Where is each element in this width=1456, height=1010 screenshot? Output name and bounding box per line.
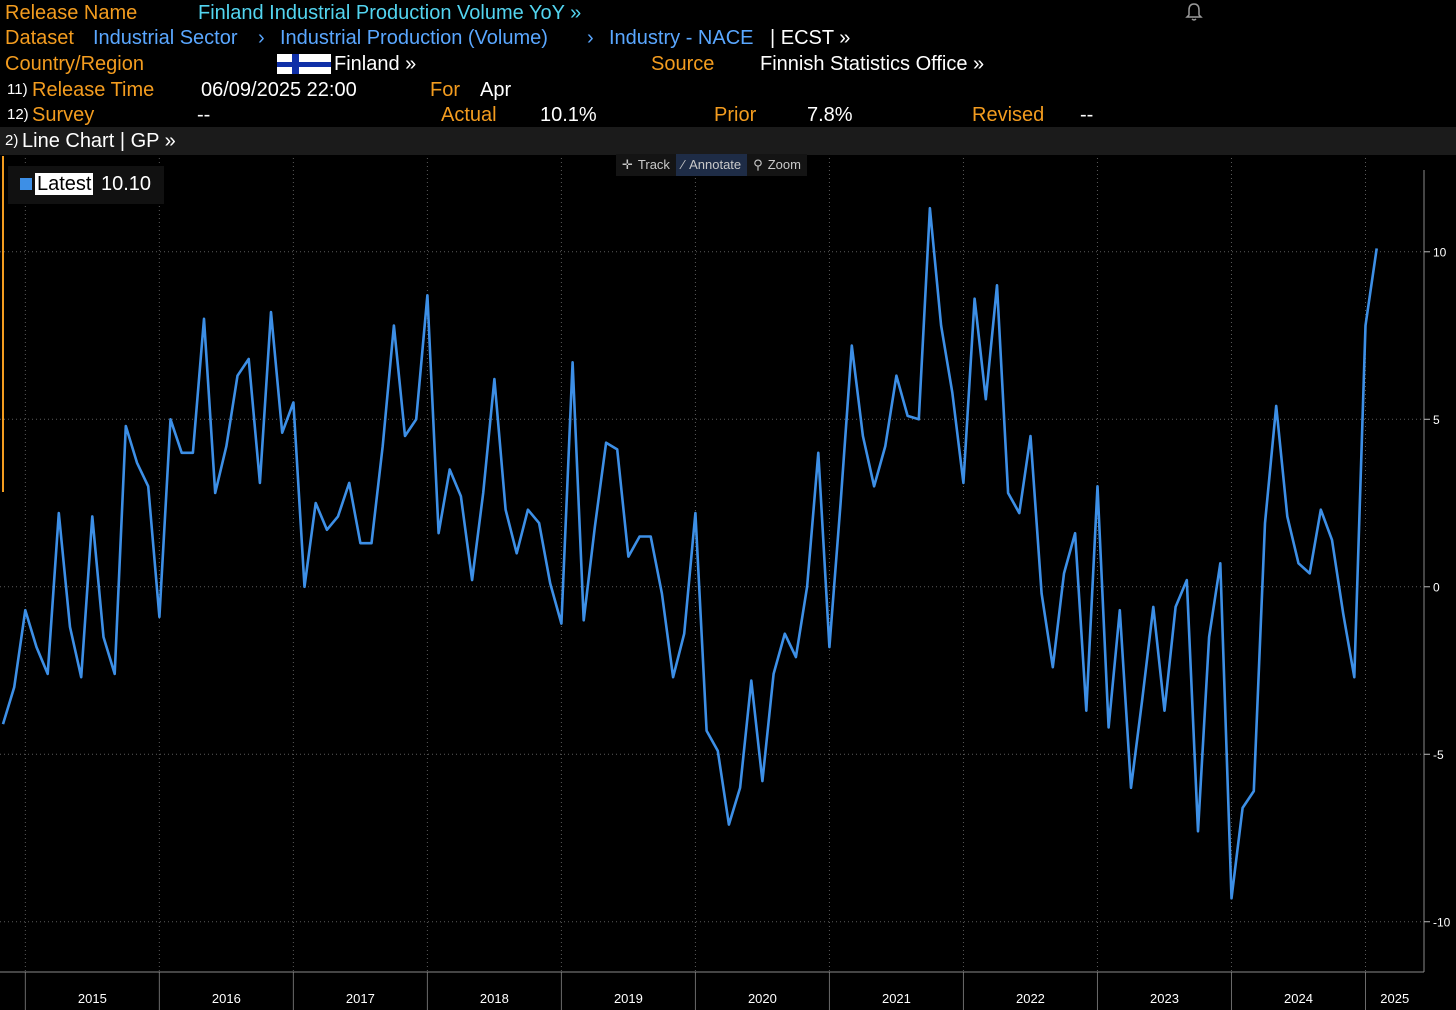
source-value[interactable]: Finnish Statistics Office » [760,53,985,75]
y-tick-label: 10 [1433,245,1447,259]
chart-title-link[interactable]: Line Chart | GP » [22,130,176,152]
y-tick-label: 5 [1433,413,1440,427]
release-time-value: 06/09/2025 22:00 [201,79,357,101]
release-time-number: 11) [7,81,28,98]
actual-value: 10.1% [540,104,597,126]
country-label: Country/Region [5,53,144,75]
x-tick-label: 2016 [212,991,241,1006]
release-time-label[interactable]: Release Time [32,79,155,101]
dataset-crumb-industrial-sector[interactable]: Industrial Sector [93,27,238,49]
crosshair-icon: ✛ [622,157,633,172]
annotate-button[interactable]: ∕ Annotate [675,154,748,176]
country-value[interactable]: Finland » [334,53,417,75]
prior-label: Prior [714,104,757,126]
dataset-crumb-separator: › [587,27,594,49]
chart-left-accent [2,156,4,492]
dataset-crumb-industrial-production[interactable]: Industrial Production (Volume) [280,27,548,49]
chart-grid [0,158,1424,972]
y-tick-label: -5 [1433,748,1444,762]
x-tick-label: 2017 [346,991,375,1006]
actual-label: Actual [441,104,497,126]
survey-number: 12) [7,106,29,123]
annotate-label: Annotate [689,157,742,172]
legend-series-value: 10.10 [101,173,152,195]
track-label: Track [637,157,670,172]
track-button[interactable]: ✛ Track [616,154,676,176]
magnifier-icon: ⚲ [753,157,763,172]
finland-flag-icon [277,54,331,74]
x-tick-label: 2023 [1150,991,1179,1006]
x-tick-label: 2025 [1380,991,1409,1006]
survey-label[interactable]: Survey [32,104,95,126]
legend-series-name: Latest [35,173,94,195]
chart-legend[interactable]: Latest 10.10 [8,166,164,204]
zoom-label: Zoom [767,157,801,172]
x-tick-label: 2020 [748,991,777,1006]
x-tick-label: 2021 [882,991,911,1006]
release-name-label: Release Name [5,2,138,24]
x-axis: 2015 2016 2017 2018 2019 2020 2021 2022 2023 2024… [0,971,1424,1010]
y-tick-label: -10 [1433,915,1451,929]
for-label: For [430,79,460,101]
survey-value: -- [197,104,211,126]
prior-value: 7.8% [807,104,853,126]
dataset-label: Dataset [5,27,74,49]
revised-label: Revised [972,104,1045,126]
x-tick-label: 2018 [480,991,509,1006]
series-line-latest[interactable] [1,206,1378,900]
x-tick-label: 2015 [78,991,107,1006]
dataset-crumb-industry-nace[interactable]: Industry - NACE [609,27,754,49]
y-tick-label: 0 [1433,580,1440,594]
legend-swatch [20,178,32,190]
dataset-crumb-separator: › [258,27,265,49]
x-tick-label: 2022 [1016,991,1045,1006]
y-axis: 10 5 0 -5 -10 [1423,170,1451,972]
chart-title-bar [0,127,1456,155]
zoom-button[interactable]: ⚲ Zoom [747,154,807,176]
release-name-link[interactable]: Finland Industrial Production Volume YoY… [198,2,582,24]
pencil-icon: ∕ [681,157,685,172]
bell-icon[interactable] [1185,2,1203,22]
x-tick-label: 2024 [1284,991,1313,1006]
chart-toolbar: ✛ Track ∕ Annotate ⚲ Zoom [616,154,807,176]
x-tick-label: 2019 [614,991,643,1006]
chart-title-number: 2) [5,132,19,149]
dataset-suffix[interactable]: | ECST » [770,27,851,49]
revised-value: -- [1080,104,1094,126]
source-label: Source [651,53,715,75]
for-value: Apr [480,79,512,101]
